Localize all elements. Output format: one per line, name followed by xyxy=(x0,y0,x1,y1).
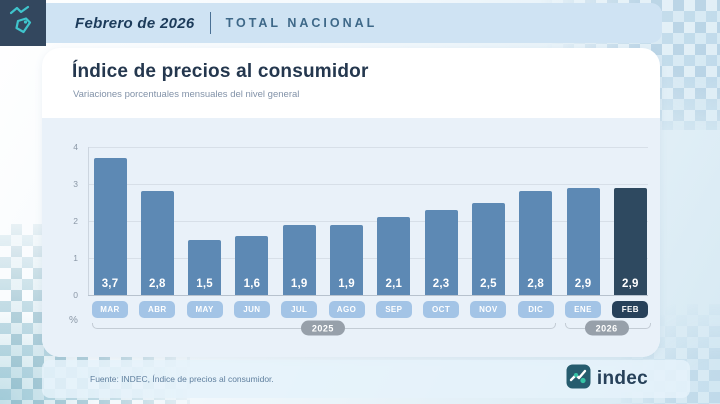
bar-oct: 2,3 xyxy=(424,209,458,295)
indec-logo-icon xyxy=(566,364,591,394)
scope-label: TOTAL NACIONAL xyxy=(225,16,378,30)
month-pill-nov: NOV xyxy=(470,301,507,318)
period-label: Febrero de 2026 xyxy=(75,14,195,32)
bar-jul: 1,9 xyxy=(282,224,316,295)
bar-value-mar: 3,7 xyxy=(101,277,119,290)
month-pill-jun: JUN xyxy=(233,301,270,318)
year-pill-2025: 2025 xyxy=(300,320,345,336)
gridline-3 xyxy=(88,184,648,185)
bar-ago: 1,9 xyxy=(330,224,363,295)
bar-feb: 2,9 xyxy=(613,187,647,295)
month-pill-feb: FEB xyxy=(612,301,649,318)
month-pill-abr: ABR xyxy=(139,301,176,318)
y-tick-label-4: 4 xyxy=(73,142,78,152)
bar-abr: 2,8 xyxy=(140,191,174,295)
chart-panel: % 0 1 2 3 4 3,7 MAR 2,8 ABR 1,5 MAY 1,6 JUN 1,9 JUL 1,9… xyxy=(42,118,660,357)
bar-value-ene: 2,9 xyxy=(574,277,592,290)
chart-subtitle: Variaciones porcentuales mensuales del n… xyxy=(73,89,300,100)
month-pill-ago: AGO xyxy=(328,301,365,318)
header-banner: Febrero de 2026 TOTAL NACIONAL xyxy=(46,3,662,43)
bar-value-oct: 2,3 xyxy=(432,277,450,290)
price-tag-icon xyxy=(6,4,40,43)
month-pill-mar: MAR xyxy=(92,301,128,318)
chart-title: Índice de precios al consumidor xyxy=(72,61,369,82)
bar-value-jun: 1,6 xyxy=(243,277,261,290)
month-pill-may: MAY xyxy=(186,301,223,318)
bar-jun: 1,6 xyxy=(235,235,269,295)
bar-value-nov: 2,5 xyxy=(480,278,497,290)
y-axis-line xyxy=(88,147,89,295)
y-tick-label-2: 2 xyxy=(73,216,78,226)
gridline-0 xyxy=(88,295,648,296)
banner-divider xyxy=(209,12,211,34)
gridline-1 xyxy=(88,258,648,259)
month-pill-jul: JUL xyxy=(281,301,318,318)
percent-axis-label: % xyxy=(69,315,78,326)
bar-value-dic: 2,8 xyxy=(527,277,544,290)
month-pill-sep: SEP xyxy=(375,301,412,318)
bar-ene: 2,9 xyxy=(566,187,600,295)
gridline-4 xyxy=(88,147,648,148)
bar-value-sep: 2,1 xyxy=(385,277,403,290)
indec-logo-text: indec xyxy=(596,368,648,389)
source-text: Fuente: INDEC, Índice de precios al cons… xyxy=(90,374,274,384)
bar-value-may: 1,5 xyxy=(196,278,213,290)
bar-value-abr: 2,8 xyxy=(149,277,166,290)
bar-nov: 2,5 xyxy=(471,202,505,295)
y-tick-label-1: 1 xyxy=(73,253,78,263)
gridline-2 xyxy=(88,221,648,222)
year-pill-2026: 2026 xyxy=(584,320,629,336)
y-tick-label-3: 3 xyxy=(73,179,78,189)
month-pill-ene: ENE xyxy=(565,301,601,318)
bar-value-jul: 1,9 xyxy=(290,277,308,290)
brand-square xyxy=(0,0,46,46)
bar-value-feb: 2,9 xyxy=(622,277,639,290)
bar-mar: 3,7 xyxy=(93,158,127,295)
footer-band: Fuente: INDEC, Índice de precios al cons… xyxy=(42,360,690,398)
month-pill-oct: OCT xyxy=(423,301,460,318)
bar-sep: 2,1 xyxy=(377,217,411,295)
bar-value-ago: 1,9 xyxy=(338,277,355,290)
bar-may: 1,5 xyxy=(188,239,222,295)
month-pill-dic: DIC xyxy=(517,301,554,318)
chart-card: Índice de precios al consumidor Variacio… xyxy=(42,48,660,357)
y-tick-label-0: 0 xyxy=(73,290,78,300)
bar-dic: 2,8 xyxy=(519,191,553,295)
indec-logo: indec xyxy=(566,364,648,394)
